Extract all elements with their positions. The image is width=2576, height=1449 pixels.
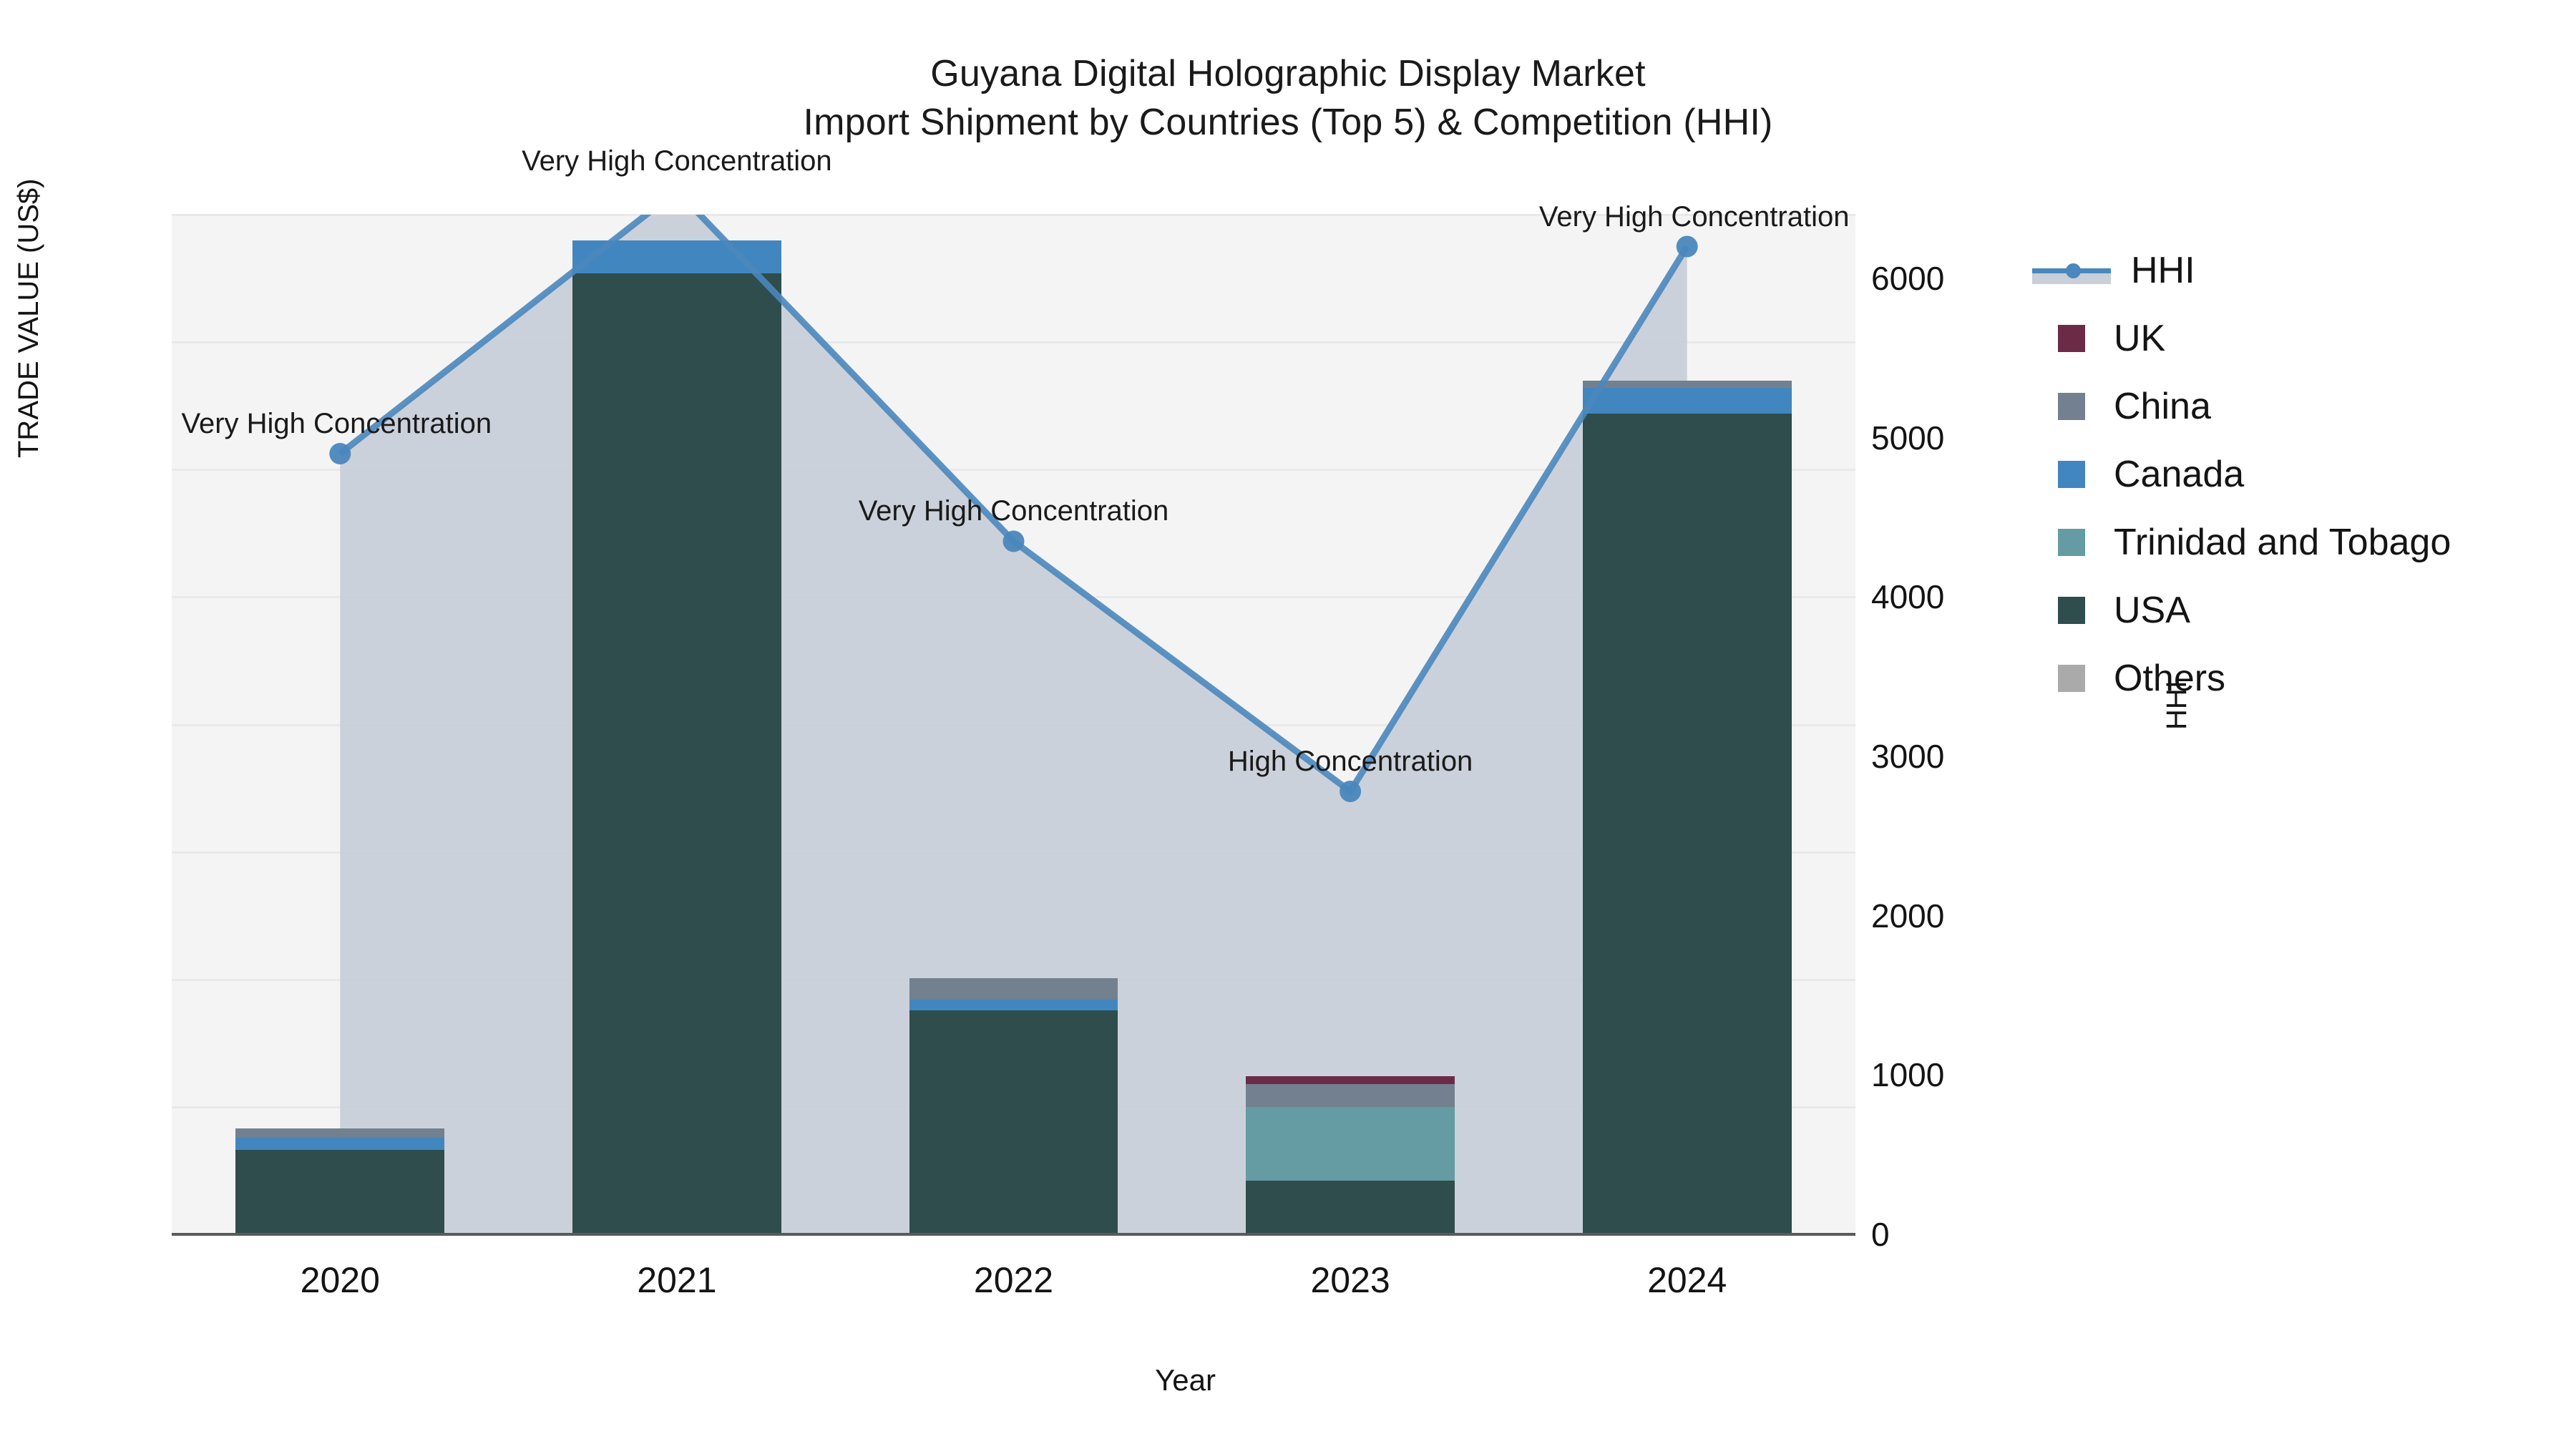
- y-axis-right-tick-label: 4000: [1871, 578, 1945, 616]
- bar-segment[interactable]: [1582, 388, 1792, 414]
- x-axis-line: [172, 1233, 1855, 1236]
- bar-stack[interactable]: [572, 215, 781, 1234]
- bar-segment[interactable]: [909, 977, 1118, 1000]
- x-axis-tick-label: 2024: [1647, 1260, 1727, 1300]
- bar-segment[interactable]: [1246, 1083, 1455, 1107]
- legend-swatch-icon: [2058, 324, 2085, 352]
- legend-line-marker-icon: [2032, 257, 2111, 284]
- x-axis-tick-label: 2021: [637, 1260, 717, 1300]
- bar-segment[interactable]: [909, 1010, 1118, 1234]
- bar-segment[interactable]: [1582, 413, 1792, 1234]
- gridline: [172, 341, 1855, 344]
- legend-swatch-icon: [2058, 664, 2085, 692]
- x-axis-tick-label: 2022: [973, 1260, 1054, 1300]
- y-axis-right-tick-label: 3000: [1871, 738, 1945, 776]
- legend-item[interactable]: USA: [2032, 576, 2562, 644]
- plot-area: [172, 214, 1855, 1236]
- hhi-annotation-label: Very High Concentration: [522, 145, 832, 177]
- legend-label: UK: [2114, 317, 2166, 359]
- legend-swatch-icon: [2058, 596, 2085, 624]
- y-axis-right-tick-label: 2000: [1871, 897, 1945, 935]
- hhi-line-svg: [329, 215, 1698, 803]
- legend-label: Trinidad and Tobago: [2114, 521, 2451, 563]
- legend-item[interactable]: Trinidad and Tobago: [2032, 508, 2562, 576]
- hhi-annotation-label: Very High Concentration: [1538, 200, 1850, 233]
- y-axis-left-label: TRADE VALUE (US$): [13, 178, 44, 458]
- bar-segment[interactable]: [572, 273, 781, 1234]
- legend-label: USA: [2114, 589, 2190, 631]
- legend-item[interactable]: HHI: [2032, 236, 2562, 304]
- gridline: [172, 214, 1855, 216]
- x-axis-tick-label: 2023: [1310, 1260, 1390, 1300]
- hhi-annotation-label: Very High Concentration: [858, 495, 1169, 527]
- legend-label: HHI: [2131, 249, 2195, 291]
- legend-swatch-icon: [2058, 392, 2085, 420]
- legend-item[interactable]: Others: [2032, 644, 2562, 712]
- legend-item[interactable]: China: [2032, 372, 2562, 440]
- legend-swatch-icon: [2058, 460, 2085, 488]
- chart-legend: HHI UK China Canada Trinidad and Tobago USA Ot…: [2032, 236, 2562, 712]
- chart-title-line-1: Guyana Digital Holographic Display Marke…: [930, 53, 1646, 94]
- legend-label: Canada: [2114, 453, 2245, 495]
- bar-segment[interactable]: [909, 1000, 1118, 1010]
- hhi-annotation-label: High Concentration: [1227, 746, 1473, 778]
- bar-segment[interactable]: [235, 1128, 445, 1138]
- legend-swatch-icon: [2058, 528, 2085, 556]
- legend-item[interactable]: UK: [2032, 304, 2562, 372]
- x-axis-label: Year: [1155, 1363, 1216, 1397]
- y-axis-right-tick-label: 0: [1871, 1216, 1890, 1253]
- bar-stack[interactable]: [909, 215, 1118, 1234]
- bar-segment[interactable]: [235, 1137, 445, 1151]
- chart-title-line-2: Import Shipment by Countries (Top 5) & C…: [803, 101, 1773, 143]
- bar-segment[interactable]: [1246, 1181, 1455, 1234]
- x-axis-tick-label: 2020: [300, 1260, 380, 1300]
- y-axis-right-tick-label: 6000: [1871, 260, 1945, 298]
- y-axis-right-tick-label: 5000: [1871, 419, 1945, 457]
- bar-stack[interactable]: [1246, 215, 1455, 1234]
- gridline: [172, 469, 1855, 472]
- y-axis-right-tick-label: 1000: [1871, 1056, 1945, 1094]
- hhi-annotation-label: Very High Concentration: [181, 407, 492, 439]
- bar-segment[interactable]: [235, 1150, 445, 1234]
- bar-stack[interactable]: [235, 215, 445, 1234]
- legend-label: Others: [2114, 657, 2226, 699]
- legend-item[interactable]: Canada: [2032, 440, 2562, 508]
- bar-stack[interactable]: [1582, 215, 1792, 1234]
- chart-title: Guyana Digital Holographic Display Marke…: [0, 50, 2576, 147]
- legend-label: China: [2114, 385, 2211, 427]
- bar-segment[interactable]: [1582, 380, 1792, 389]
- bar-segment[interactable]: [1246, 1106, 1455, 1181]
- bar-segment[interactable]: [1246, 1076, 1455, 1084]
